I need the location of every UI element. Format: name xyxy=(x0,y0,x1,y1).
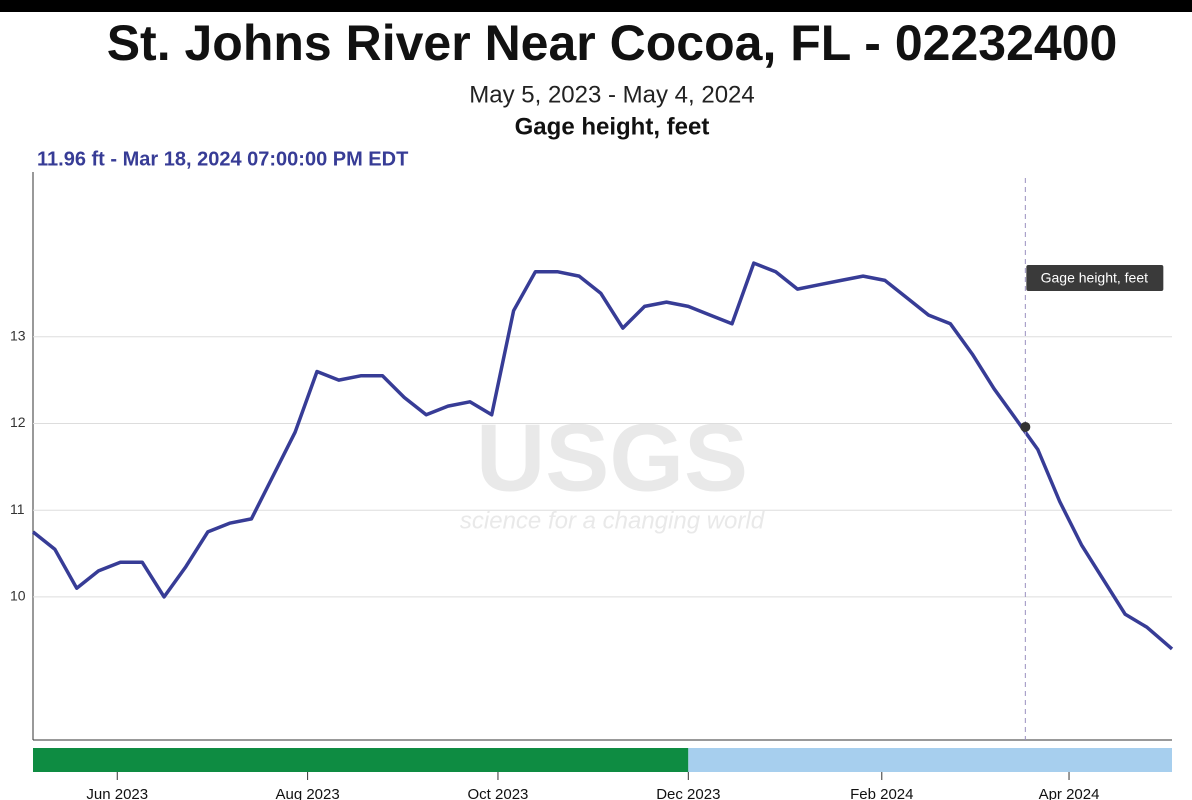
y-axis-label: Gage height, feet xyxy=(515,113,710,140)
x-tick-label: Jun 2023 xyxy=(86,786,148,800)
chart-title: St. Johns River Near Cocoa, FL - 0223240… xyxy=(107,15,1118,71)
watermark-tagline: science for a changing world xyxy=(460,507,765,534)
x-tick-label: Feb 2024 xyxy=(850,786,913,800)
y-tick-label: 13 xyxy=(10,327,26,343)
x-tick-label: Apr 2024 xyxy=(1039,786,1100,800)
chart-subtitle: May 5, 2023 - May 4, 2024 xyxy=(469,81,755,108)
tooltip-text: Gage height, feet xyxy=(1041,270,1149,286)
y-tick-label: 10 xyxy=(10,588,26,604)
y-tick-label: 12 xyxy=(10,414,26,430)
period-bar xyxy=(688,748,1172,772)
data-line xyxy=(31,261,1174,651)
hover-point xyxy=(1020,421,1031,432)
hover-label: 11.96 ft - Mar 18, 2024 07:00:00 PM EDT xyxy=(37,148,408,170)
period-bar xyxy=(33,748,689,772)
tooltip-box xyxy=(1026,265,1164,291)
top-bar xyxy=(0,0,1192,12)
x-tick-label: Dec 2023 xyxy=(656,786,720,800)
y-tick-label: 11 xyxy=(10,501,25,517)
x-tick-label: Aug 2023 xyxy=(275,786,339,800)
watermark-title: USGS xyxy=(476,404,748,511)
x-tick-label: Oct 2023 xyxy=(468,786,529,800)
